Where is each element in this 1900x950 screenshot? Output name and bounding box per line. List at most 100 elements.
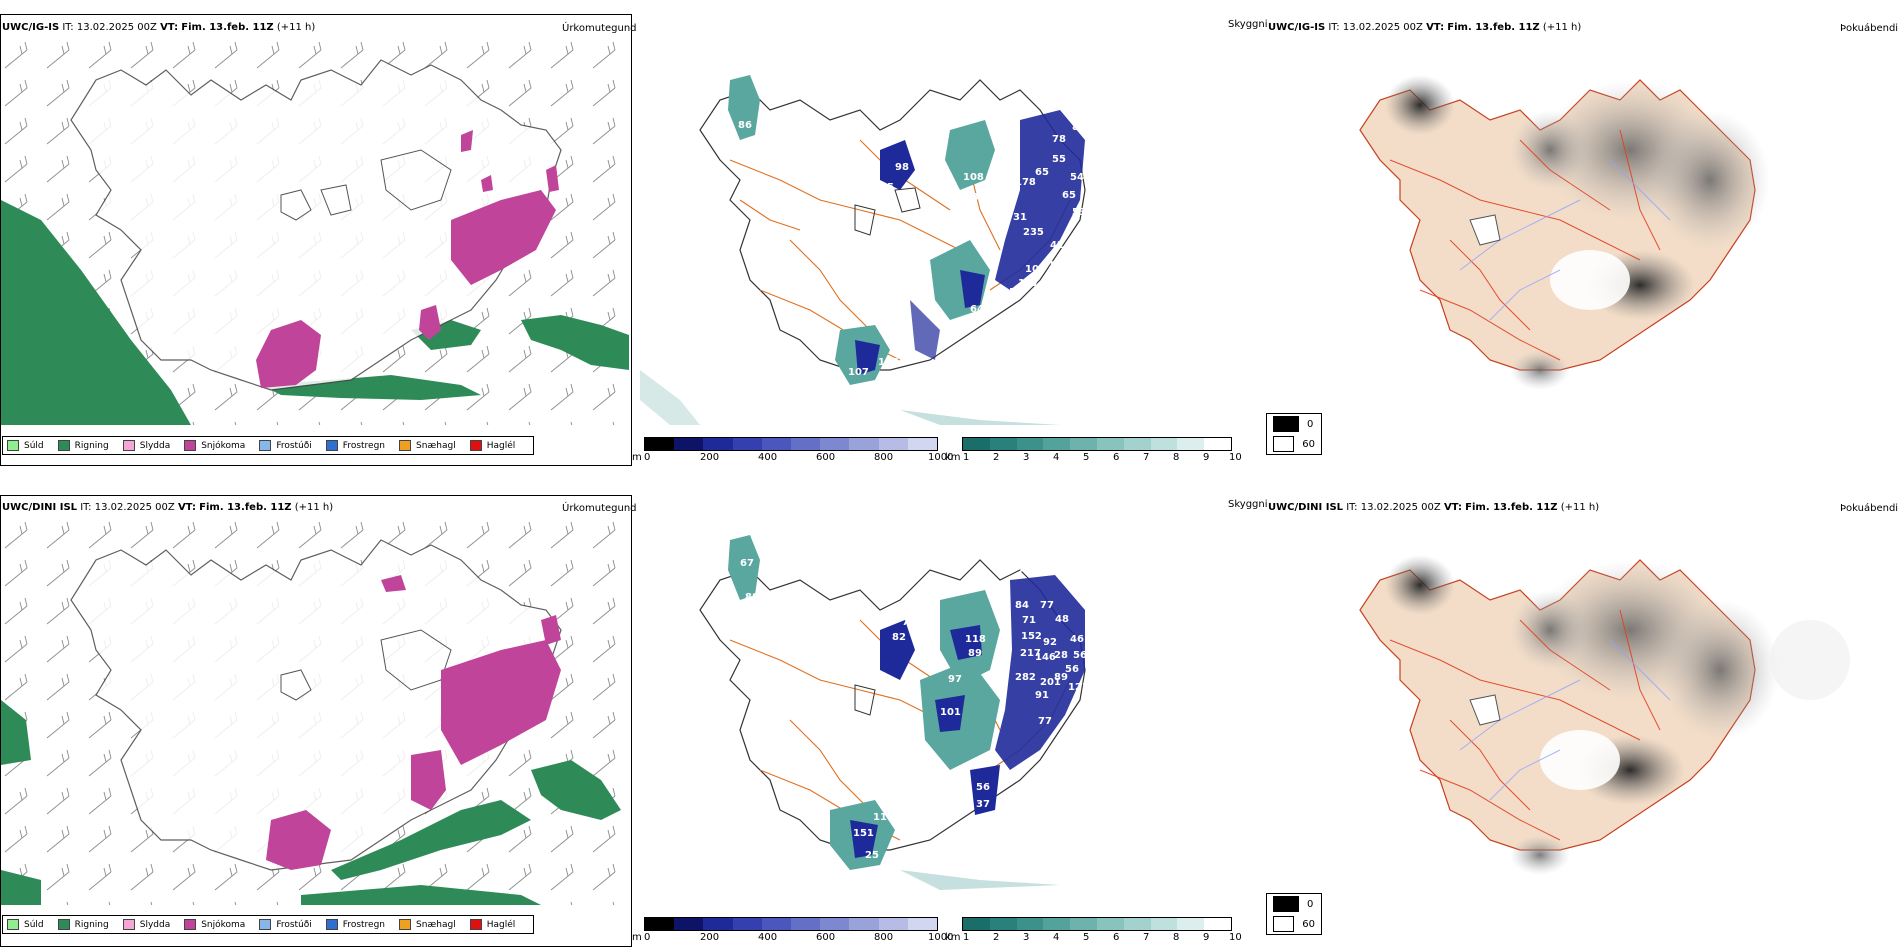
peak-label: 78 [685, 722, 699, 733]
precip-map-2 [1, 520, 629, 905]
peak-label: 28 [1054, 650, 1068, 661]
visibility-swatch [963, 438, 990, 450]
peak-label: 65 [1035, 167, 1049, 178]
ceiling-swatch [849, 438, 879, 450]
peak-label: 65 [1062, 190, 1076, 201]
visibility-swatch [989, 918, 1017, 930]
peak-label: 42 [1050, 240, 1064, 251]
visibility-tick: 10 [1229, 932, 1242, 943]
peak-label: 78 [685, 242, 699, 253]
peak-label: 55 [1052, 154, 1066, 165]
peak-label: 77 [1040, 600, 1054, 611]
panel-title-precip-2: Úrkomutegund [562, 503, 637, 514]
peak-label: 46 [1070, 634, 1084, 645]
visibility-swatch [1096, 918, 1124, 930]
visibility-swatch [1016, 918, 1044, 930]
visibility-map-2: 67 88 72 84 77 48 71 71 82 118 152 92 89… [685, 535, 1089, 890]
peak-label: 282 [1015, 672, 1036, 683]
peak-label: 104 [1025, 264, 1046, 275]
panel-title-fog-2: Þokuábendi [1840, 503, 1899, 514]
visibility-swatch [1150, 438, 1178, 450]
visibility-swatch [1043, 918, 1071, 930]
ceiling-swatch [849, 918, 879, 930]
peak-label: 158 [1002, 287, 1023, 298]
peak-label: 97 [948, 674, 962, 685]
ceiling-tick: 800 [874, 452, 894, 463]
visibility-swatch [1177, 438, 1205, 450]
iceland-outline [70, 59, 562, 391]
vt-label: VT: [160, 22, 179, 33]
visibility-swatch [1070, 438, 1097, 450]
peak-label: 62 [1077, 224, 1091, 235]
ceiling-tick: 1000 [928, 932, 954, 943]
visibility-colorbar-swatches [962, 917, 1232, 931]
ceiling-tick: 800 [874, 932, 894, 943]
visibility-tick: 3 [1023, 452, 1030, 463]
visibility-tick: 3 [1023, 932, 1030, 943]
peak-label: 68 [1048, 290, 1062, 301]
legend-item-snjokoma: Snjókoma [184, 919, 245, 930]
visibility-tick: 7 [1143, 932, 1150, 943]
legend-item-slydda: Slydda [122, 440, 170, 451]
ceiling-swatch [645, 918, 675, 930]
visibility-swatch [1123, 918, 1151, 930]
peak-label: 157 [1048, 260, 1069, 271]
legend-item-frostregn: Frostregn [325, 919, 385, 930]
peak-label: 61 [877, 389, 891, 400]
peak-label: 84 [1015, 600, 1029, 611]
peak-label: 115 [878, 357, 899, 368]
legend-item-frostudi: Frostúði [259, 919, 312, 930]
fog-legend-item: 60 [1267, 914, 1321, 934]
legend-item-suld: Súld [7, 919, 44, 930]
peak-label: 107 [848, 367, 869, 378]
legend-item-snaehagl: Snæhagl [399, 919, 456, 930]
ceiling-swatch [907, 918, 938, 930]
visibility-tick: 1 [963, 932, 970, 943]
ceiling-swatch [791, 438, 821, 450]
fog-legend-item: 60 [1267, 434, 1321, 454]
fog-map-2 [1359, 555, 1850, 875]
ceiling-unit: m [632, 932, 642, 943]
visibility-swatch [1043, 438, 1071, 450]
peak-label: 81 [958, 217, 972, 228]
ceiling-swatch [820, 918, 850, 930]
peak-label: 178 [1015, 177, 1036, 188]
fog-legend-1: 0 60 [1266, 413, 1322, 455]
header-row-2: UWC/DINI ISL IT: 13.02.2025 00Z VT: Fim.… [2, 501, 333, 515]
ceiling-swatch [878, 438, 908, 450]
legend-item-slydda: Slydda [122, 919, 170, 930]
peak-label: 89 [968, 648, 982, 659]
ceiling-swatch [761, 918, 792, 930]
visibility-tick: 8 [1173, 452, 1180, 463]
peak-label: 71 [902, 617, 916, 628]
vt-label: VT: [177, 502, 196, 513]
peak-label: 116 [873, 812, 894, 823]
peak-label: 56 [1073, 650, 1087, 661]
peak-label: 64 [970, 304, 984, 315]
precip-legend-2: Súld Rigning Slydda Snjókoma Frostúði Fr… [2, 915, 535, 934]
peak-label: 56 [1065, 664, 1079, 675]
peak-label: 55 [1058, 736, 1072, 747]
visibility-tick: 5 [1083, 452, 1090, 463]
lead-time: (+11 h) [294, 502, 334, 513]
visibility-swatch [1204, 438, 1231, 450]
fog-legend-2: 0 60 [1266, 893, 1322, 935]
visibility-map-1: 86 96 78 89 98 95 108 83 178 65 55 54 65… [640, 75, 1091, 425]
visibility-tick: 8 [1173, 932, 1180, 943]
lead-time: (+11 h) [276, 22, 316, 33]
ceiling-swatch [703, 918, 733, 930]
vt-value: Fim. 13.feb. 11Z [181, 22, 274, 33]
ceiling-swatch [674, 918, 704, 930]
fog-map-1 [1359, 75, 1770, 390]
legend-item-frostudi: Frostúði [259, 440, 312, 451]
peak-label: 88 [745, 592, 759, 603]
peak-label: 89 [1054, 672, 1068, 683]
model-name: UWC/IG-IS [2, 22, 60, 33]
peak-label: 54 [1070, 172, 1084, 183]
legend-item-suld: Súld [7, 440, 44, 451]
legend-item-snjokoma: Snjókoma [184, 440, 245, 451]
visibility-tick: 2 [993, 452, 1000, 463]
precip-legend-1: Súld Rigning Slydda Snjókoma Frostúði Fr… [2, 436, 535, 455]
ceiling-swatch [878, 918, 908, 930]
peak-label: 91 [1035, 690, 1049, 701]
